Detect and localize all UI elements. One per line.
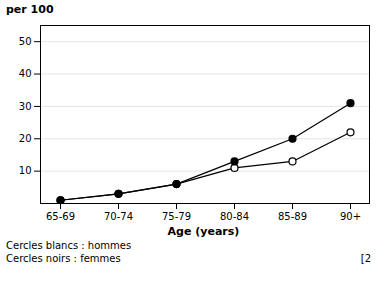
svg-text:10: 10	[19, 165, 32, 176]
svg-text:70-74: 70-74	[104, 211, 133, 222]
svg-text:90+: 90+	[340, 211, 361, 222]
html-text:Cercles noirs : femmes: Cercles noirs : femmes	[6, 253, 121, 264]
html-text:Cercles blancs : hommes: Cercles blancs : hommes	[6, 240, 132, 251]
html-text:[2: [2	[360, 253, 371, 264]
html-text:per 100: per 100	[6, 3, 54, 16]
svg-text:80-84: 80-84	[220, 211, 249, 222]
html-text:Age (years): Age (years)	[167, 225, 240, 238]
svg-text:20: 20	[19, 133, 32, 144]
svg-text:65-69: 65-69	[46, 211, 75, 222]
svg-text:30: 30	[19, 101, 32, 112]
svg-text:75-79: 75-79	[162, 211, 191, 222]
svg-text:85-89: 85-89	[278, 211, 307, 222]
svg-text:50: 50	[19, 36, 32, 47]
svg-text:40: 40	[19, 68, 32, 79]
